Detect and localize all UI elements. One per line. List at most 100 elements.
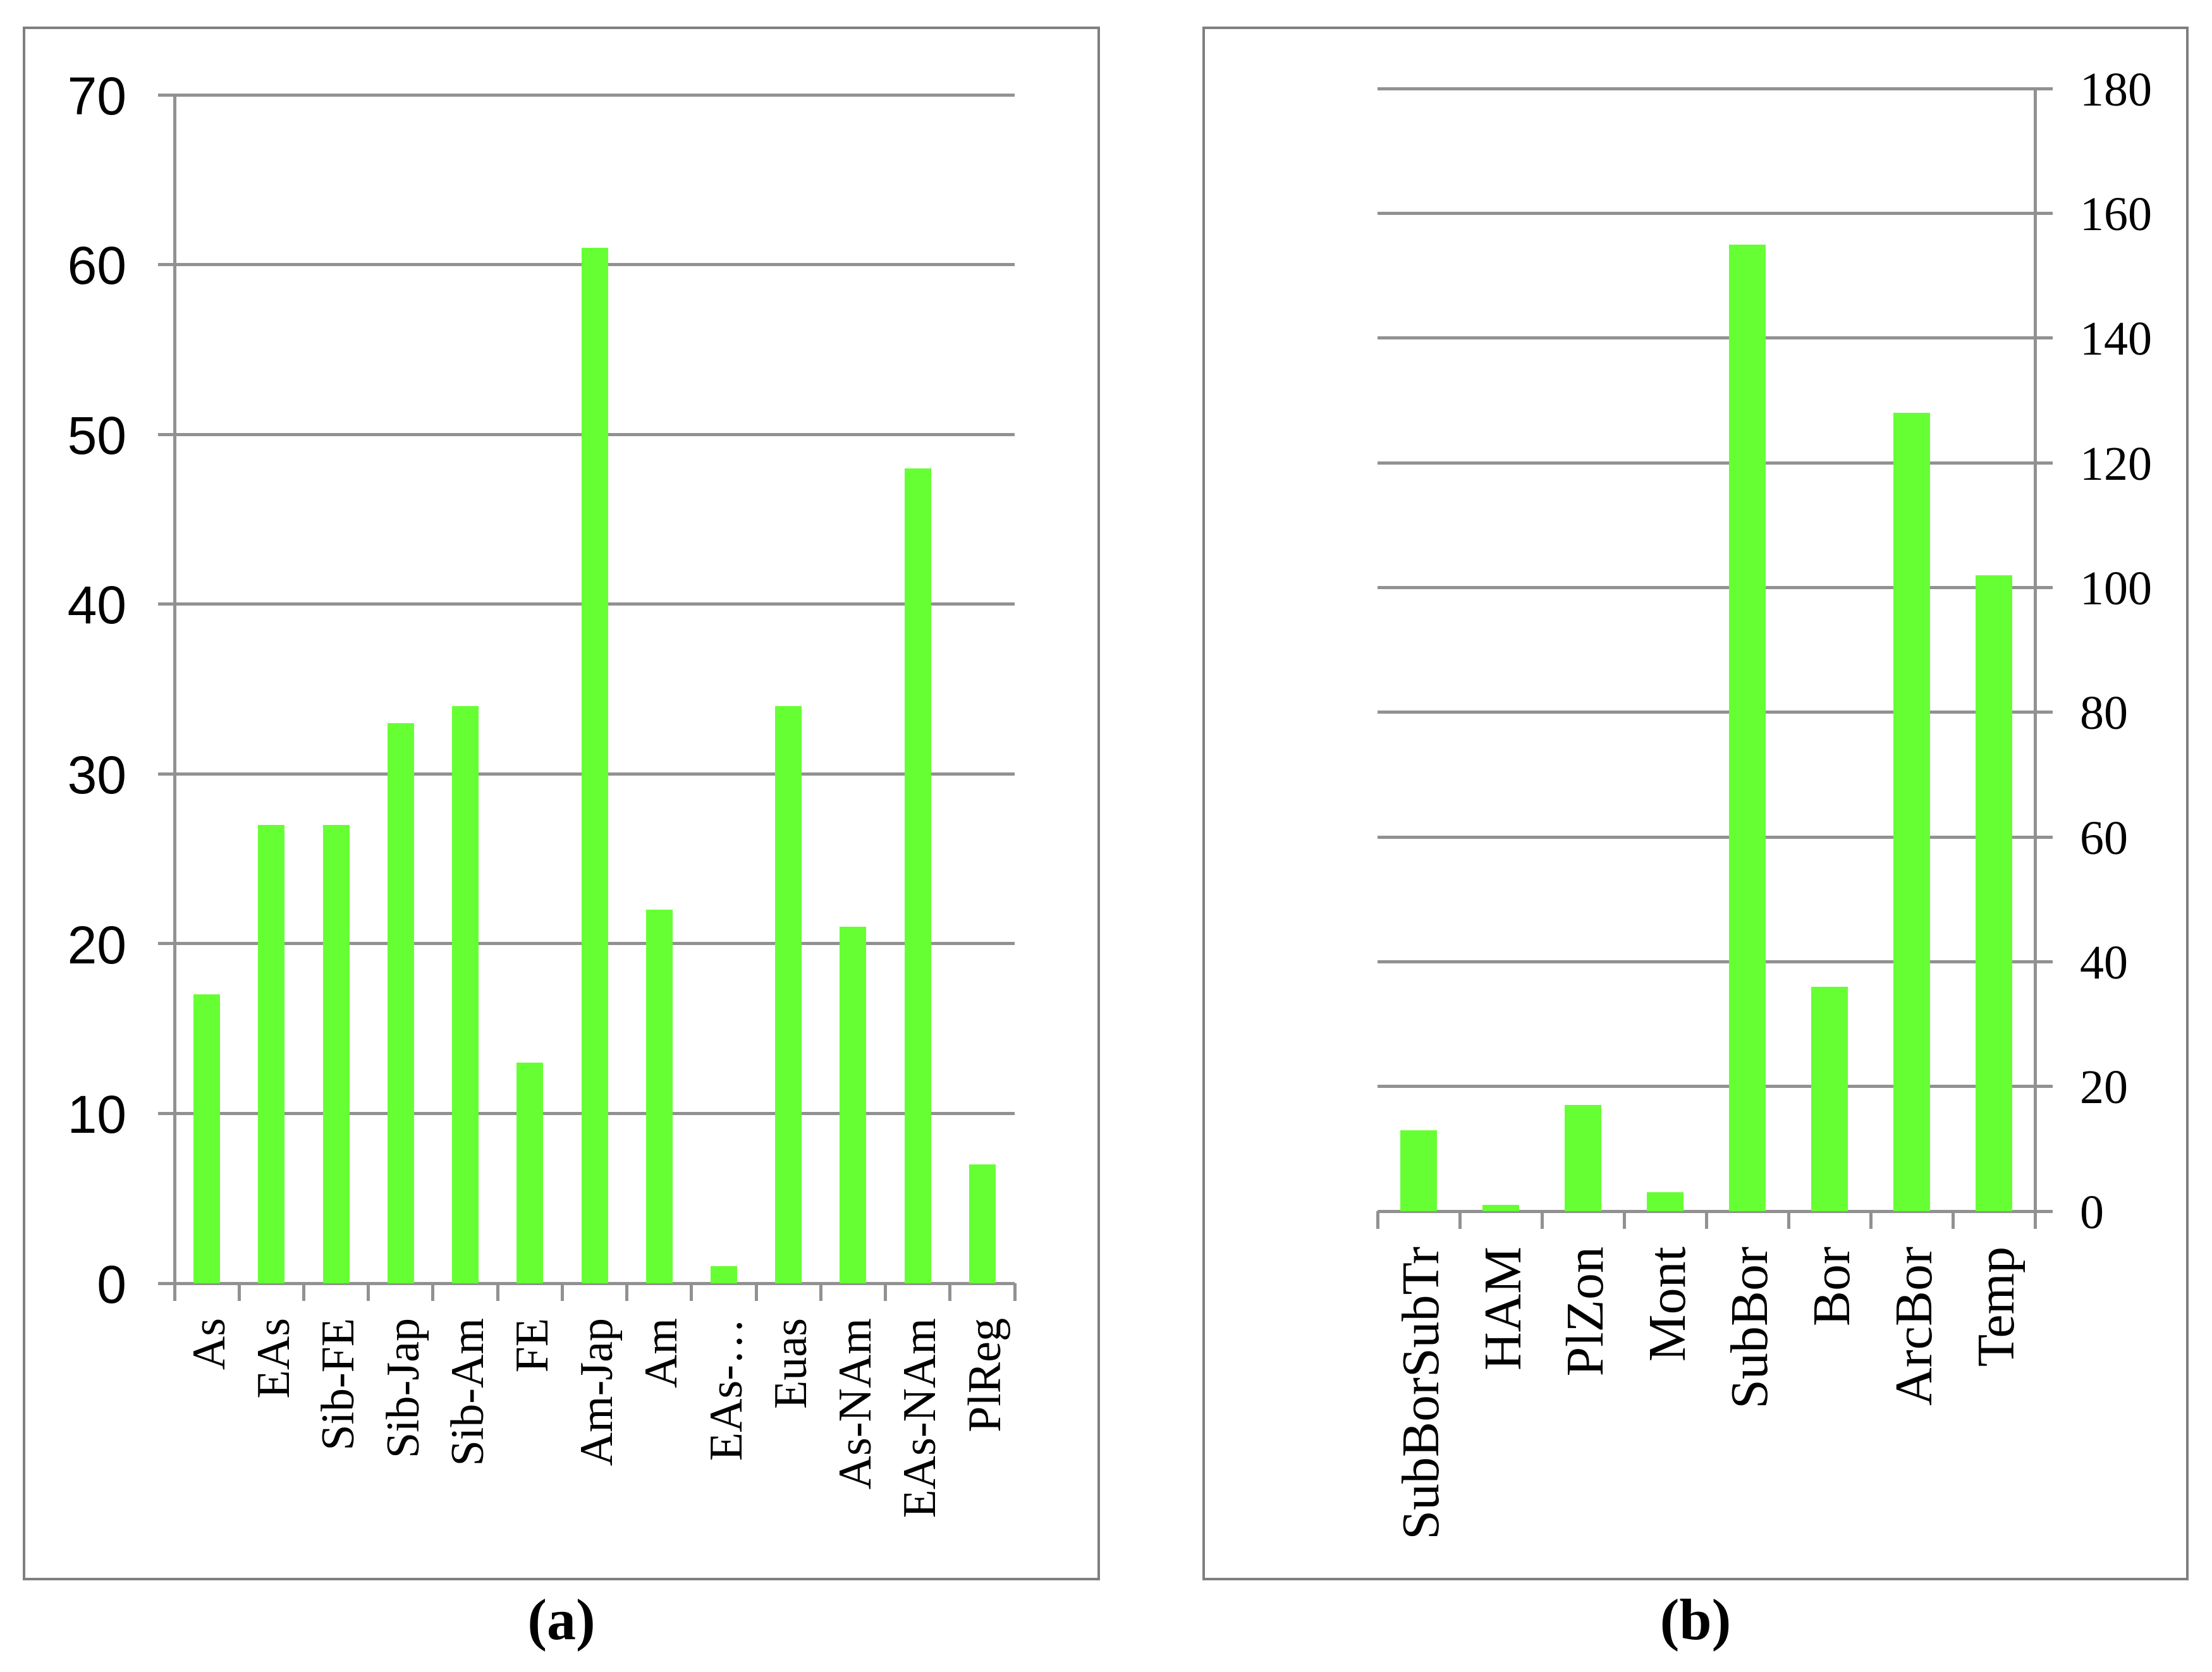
- x-axis-category-tick: [302, 1283, 305, 1301]
- y-axis-tick-label: 140: [2080, 312, 2152, 366]
- x-axis-category-label: EAs-…: [700, 1318, 752, 1461]
- x-axis-category-label: As: [183, 1318, 235, 1370]
- gridline-120: [1378, 461, 2053, 465]
- bar-SubBor: [1729, 244, 1766, 1211]
- x-axis-category-tick: [1704, 1211, 1708, 1229]
- x-axis-category-tick: [1869, 1211, 1873, 1229]
- x-axis-category-label: PlZon: [1556, 1247, 1615, 1377]
- x-axis-category-tick: [237, 1283, 241, 1301]
- bar-Temp: [1976, 575, 2012, 1211]
- x-axis-category-tick: [496, 1283, 499, 1301]
- y-axis-tick-label: 70: [67, 66, 126, 126]
- bar-Sib-FE: [322, 824, 350, 1283]
- bar-Sib-Am: [452, 705, 479, 1283]
- x-axis-category-tick: [2033, 1211, 2037, 1229]
- y-axis-line: [173, 95, 176, 1301]
- x-axis-category-label: As-NAm: [829, 1318, 882, 1490]
- y-axis-tick-label: 120: [2080, 437, 2152, 491]
- x-axis-category-tick: [754, 1283, 758, 1301]
- y-axis-tick-label: 0: [97, 1254, 126, 1314]
- x-axis-category-label: Sib-Am: [441, 1318, 494, 1467]
- caption-a: (a): [527, 1587, 596, 1652]
- x-axis-category-label: HAM: [1474, 1247, 1533, 1371]
- bar-EAs: [258, 824, 285, 1283]
- y-axis-tick-label: 20: [2080, 1061, 2128, 1114]
- x-axis-category-tick: [690, 1283, 694, 1301]
- x-axis-category-label: Am: [635, 1318, 688, 1388]
- x-axis-category-label: Sib-Jap: [377, 1318, 429, 1458]
- y-axis-tick-label: 40: [2080, 936, 2128, 989]
- y-axis-tick-label: 0: [2080, 1185, 2104, 1239]
- bar-As-NAm: [840, 927, 867, 1283]
- x-axis-category-tick: [173, 1283, 176, 1301]
- x-axis-category-tick: [1540, 1211, 1544, 1229]
- bar-PlZon: [1565, 1105, 1601, 1211]
- y-axis-tick-label: 50: [67, 405, 126, 465]
- gridline-100: [1378, 585, 2053, 589]
- y-axis-tick-label: 160: [2080, 187, 2152, 241]
- y-axis-tick-label: 30: [67, 745, 126, 805]
- bar-As: [193, 994, 221, 1283]
- gridline-140: [1378, 336, 2053, 340]
- gridline-160: [1378, 211, 2053, 215]
- x-axis-category-label: PlReg: [958, 1318, 1011, 1432]
- y-axis-tick-label: 60: [67, 236, 126, 296]
- bar-ArcBor: [1893, 413, 1930, 1211]
- y-axis-tick-label: 40: [67, 575, 126, 635]
- x-axis-category-tick: [1013, 1283, 1017, 1301]
- x-axis-category-label: Mont: [1638, 1247, 1697, 1362]
- gridline-20: [1378, 1085, 2053, 1089]
- x-axis-category-tick: [948, 1283, 952, 1301]
- x-axis-category-tick: [560, 1283, 564, 1301]
- x-axis-category-label: Sib-FE: [312, 1318, 365, 1451]
- bar-HAM: [1482, 1205, 1519, 1211]
- x-axis-category-tick: [819, 1283, 822, 1301]
- gridline-40: [1378, 960, 2053, 963]
- x-axis-category-tick: [431, 1283, 435, 1301]
- x-axis-category-label: SubBor: [1720, 1247, 1780, 1409]
- x-axis-category-tick: [884, 1283, 888, 1301]
- x-axis-category-tick: [625, 1283, 629, 1301]
- gridline-180: [1378, 87, 2053, 90]
- bar-Bor: [1811, 986, 1848, 1211]
- x-axis-category-label: EAs: [248, 1318, 300, 1399]
- gridline-0: [1378, 1209, 2053, 1213]
- y-axis-tick-label: 180: [2080, 63, 2152, 116]
- bar-SubBorSubTr: [1400, 1130, 1437, 1211]
- x-axis-category-label: Euas: [764, 1318, 817, 1409]
- y-axis-tick-label: 10: [67, 1085, 126, 1145]
- x-axis-category-tick: [1458, 1211, 1462, 1229]
- gridline-80: [1378, 711, 2053, 714]
- bar-Euas: [775, 705, 802, 1283]
- bar-EAs-…: [710, 1266, 737, 1283]
- x-axis-category-tick: [1376, 1211, 1379, 1229]
- bar-FE: [516, 1062, 544, 1283]
- caption-b: (b): [1659, 1587, 1732, 1652]
- gridline-70: [158, 93, 1015, 97]
- x-axis-category-tick: [367, 1283, 370, 1301]
- x-axis-category-label: ArcBor: [1885, 1247, 1944, 1406]
- y-axis-tick-label: 80: [2080, 686, 2128, 740]
- panel-b-frame: [1202, 27, 2189, 1580]
- x-axis-category-tick: [1951, 1211, 1955, 1229]
- bar-Am-Jap: [581, 247, 608, 1283]
- x-axis-category-label: Bor: [1802, 1247, 1862, 1326]
- bar-EAs-NAm: [904, 468, 931, 1283]
- x-axis-category-tick: [1787, 1211, 1790, 1229]
- bar-Sib-Jap: [387, 723, 414, 1283]
- y-axis-tick-label: 100: [2080, 561, 2152, 615]
- bar-Mont: [1647, 1192, 1683, 1211]
- gridline-60: [1378, 835, 2053, 839]
- bar-Am: [645, 910, 673, 1283]
- y-axis-tick-label: 20: [67, 915, 126, 975]
- x-axis-category-label: Am-Jap: [571, 1318, 623, 1467]
- y-axis-tick-label: 60: [2080, 811, 2128, 865]
- x-axis-category-label: EAs-NAm: [894, 1318, 946, 1518]
- x-axis-category-label: Temp: [1967, 1247, 2026, 1367]
- x-axis-category-label: FE: [506, 1318, 558, 1373]
- x-axis-category-label: SubBorSubTr: [1391, 1247, 1451, 1540]
- gridline-0: [158, 1281, 1015, 1285]
- y-axis-line: [2033, 88, 2037, 1229]
- x-axis-category-tick: [1622, 1211, 1626, 1229]
